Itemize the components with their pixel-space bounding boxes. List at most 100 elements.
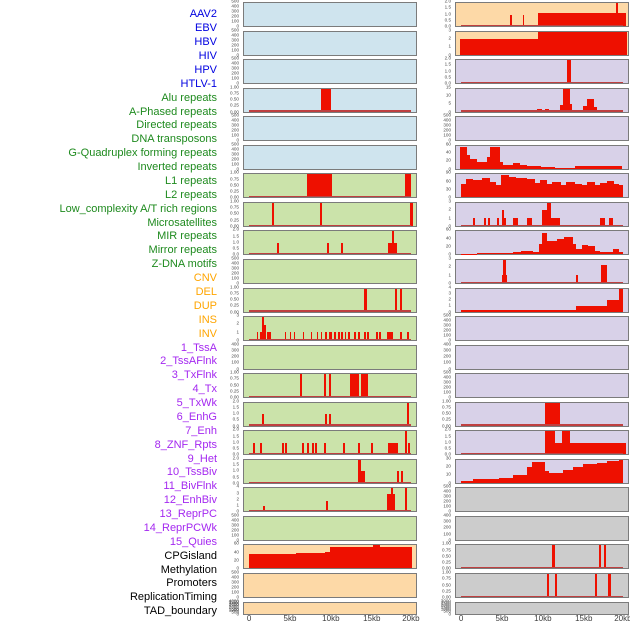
y-tick-label: 0.25 [230, 388, 239, 394]
y-tick-label: 100 [443, 531, 451, 537]
y-tick-label: 0.0 [444, 451, 451, 457]
y-tick-label: 300 [443, 518, 451, 524]
y-axis-ticks: 2.0 1.5 1.0 0.5 0.0 [215, 427, 241, 456]
y-axis-ticks: 1.00 0.75 0.50 0.25 0.00 [215, 170, 241, 199]
y-tick-label: 500 [231, 569, 239, 575]
y-tick-label: 0 [236, 23, 239, 29]
track-plot-7_Enh [455, 230, 629, 256]
data-bar [396, 471, 399, 483]
track-plot-INV [455, 30, 629, 56]
baseline [461, 567, 623, 569]
track-label-DEL: DEL [195, 286, 217, 298]
data-bar [408, 442, 411, 455]
data-bar [540, 180, 548, 198]
y-axis-ticks: 30 20 10 0 [427, 456, 453, 485]
data-bar [619, 459, 623, 483]
baseline [249, 224, 411, 226]
data-bar [276, 242, 279, 255]
baseline [461, 224, 623, 226]
y-tick-label: 0.25 [230, 103, 239, 109]
track-label-L1 repeats: L1 repeats [165, 174, 217, 187]
data-bar [262, 317, 265, 341]
track-label-14_ReprPCWk: 14_ReprPCWk [143, 521, 217, 534]
y-tick-label: 2 [448, 296, 451, 302]
track-label-8_ZNF_Rpts: 8_ZNF_Rpts [154, 438, 217, 451]
data-bar [516, 177, 527, 198]
y-tick-label: 300 [443, 379, 451, 385]
data-bar [404, 431, 408, 455]
y-tick-label: 0.50 [230, 296, 239, 302]
track-label-Methylation: Methylation [160, 563, 217, 576]
y-tick-label: 1.00 [442, 398, 451, 404]
y-tick-label: 0.0 [232, 423, 239, 429]
y-tick-label: 0.50 [442, 582, 451, 588]
y-tick-label: 15 [445, 84, 451, 90]
data-bar [473, 478, 499, 483]
y-tick-label: 3 [448, 290, 451, 296]
y-axis-ticks: 500 400 300 200 100 0 [215, 569, 241, 599]
data-bar [522, 14, 525, 26]
data-bar [619, 252, 623, 255]
y-tick-label: 0.5 [444, 445, 451, 451]
y-tick-label: 0.5 [232, 474, 239, 480]
data-bar [360, 471, 365, 483]
y-tick-label: 1.5 [444, 62, 451, 68]
data-bar [461, 310, 577, 312]
track-label-13_ReprPC: 13_ReprPC [159, 508, 217, 521]
data-bar [593, 107, 598, 112]
y-tick-label: 0 [448, 537, 451, 543]
track-plot-DNA transposons [243, 258, 417, 284]
data-bar [349, 374, 359, 398]
data-bar [370, 442, 373, 455]
y-tick-label: 1500 [440, 604, 451, 610]
data-bar [312, 442, 315, 455]
y-axis-ticks: 3 2 1 0 [427, 28, 453, 57]
y-tick-label: 300 [231, 151, 239, 157]
track-plot-EBV [243, 30, 417, 56]
track-plot-Directed repeats [243, 230, 417, 256]
y-tick-label: 0 [236, 509, 239, 515]
data-bar [481, 253, 486, 255]
data-bar [612, 248, 620, 255]
y-axis-ticks: 2.0 1.5 1.0 0.5 0.0 [427, 427, 453, 457]
data-bar [526, 178, 536, 198]
baseline [249, 481, 411, 483]
x-tick-label: 15kb [363, 614, 381, 623]
y-tick-label: 200 [231, 127, 239, 133]
y-tick-label: 400 [231, 3, 239, 9]
data-bar [544, 402, 561, 426]
y-tick-label: 2500 [228, 603, 239, 609]
baseline [249, 196, 411, 198]
data-bar [576, 248, 582, 255]
data-bar [473, 218, 476, 226]
data-bar [526, 467, 532, 483]
data-bar [512, 218, 518, 226]
y-tick-label: 0 [448, 280, 451, 286]
y-tick-label: 200 [443, 384, 451, 390]
data-bar [609, 166, 623, 169]
y-tick-label: 500 [443, 484, 451, 490]
track-label-Promoters: Promoters [166, 577, 217, 590]
y-tick-label: 200 [231, 42, 239, 48]
y-tick-label: 1 [236, 329, 239, 335]
y-tick-label: 300 [443, 494, 451, 500]
data-bar [550, 241, 558, 255]
y-axis-ticks: 400 300 200 100 0 [427, 342, 453, 371]
track-plot-ReplicationTiming [455, 573, 629, 598]
y-tick-label: 100 [231, 18, 239, 24]
track-plot-DEL [243, 573, 417, 598]
data-bar [410, 202, 413, 226]
y-axis-ticks: 1.00 0.75 0.50 0.25 0.00 [427, 542, 453, 571]
data-bar [595, 185, 601, 198]
track-plot-2_TssAFlnk [455, 87, 629, 113]
track-label-Alu repeats: Alu repeats [161, 91, 217, 104]
data-bar [502, 165, 514, 169]
x-tick-label: 0 [246, 614, 252, 623]
data-bar [394, 288, 397, 312]
track-plot-Microsatellites [243, 430, 417, 456]
y-tick-label: 0.5 [444, 74, 451, 80]
data-bar [358, 442, 361, 455]
baseline [461, 24, 623, 26]
data-bar [569, 103, 573, 112]
y-tick-label: 60 [445, 141, 451, 147]
